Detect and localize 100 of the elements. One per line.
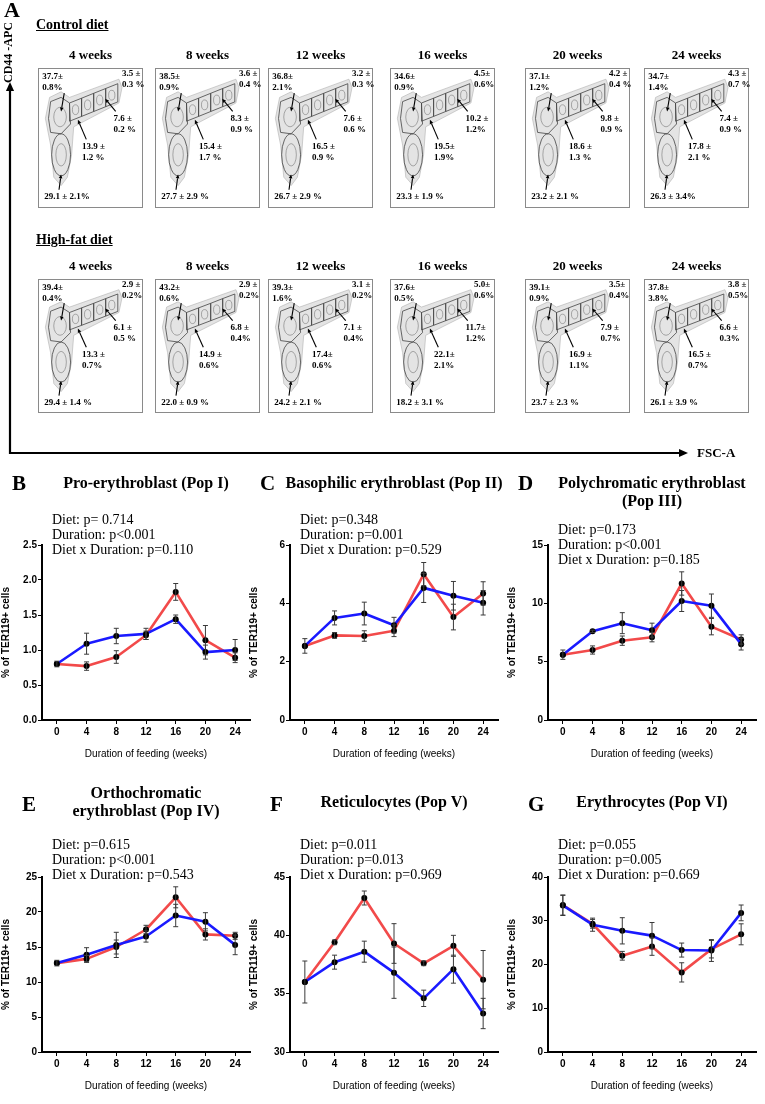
text: 20 weeks — [551, 47, 604, 62]
y-tick-label: 10 — [531, 1002, 544, 1013]
text: High-fat diet — [36, 231, 113, 249]
text: Duration: p=0.005 — [558, 852, 662, 867]
y-tick-label: 0 — [31, 1045, 38, 1057]
text: 24 weeks — [670, 47, 723, 62]
x-tick-label: 8 — [113, 725, 120, 737]
text: 26.1 ± 3.9 % — [650, 396, 698, 408]
text: Duration: p<0.001 — [52, 852, 156, 867]
x-axis-title: Duration of feeding (weeks) — [332, 1079, 456, 1091]
x-tick-label: 12 — [646, 1057, 658, 1069]
text: 37.6± 0.5% — [394, 281, 416, 304]
y-axis-title: % of TER119+ cells — [247, 586, 259, 678]
y-axis-title: % of TER119+ cells — [247, 918, 259, 1010]
text: FSC-A — [697, 445, 736, 460]
text: 22.1± 2.1% — [434, 348, 456, 371]
x-tick-label: 8 — [361, 725, 368, 737]
x-tick-label: 4 — [589, 1057, 596, 1069]
annotation: Diet x Duration: p=0.110 — [52, 542, 194, 557]
x-tick-label: 4 — [83, 1057, 90, 1069]
x-tick-label: 0 — [54, 1057, 61, 1069]
x-tick-label: 16 — [418, 1057, 430, 1069]
chart-title: Erythrocytes (Pop VI) — [576, 793, 728, 811]
chart-title: Pro-erythroblast (Pop I) — [63, 474, 229, 492]
text: 6.6 ± 0.3% — [719, 321, 741, 344]
text: Diet: p=0.615 — [52, 837, 130, 852]
text: 26.3 ± 3.4% — [650, 191, 696, 203]
text: 7.1 ± 0.4% — [343, 321, 365, 344]
text: 34.7± 1.4% — [648, 70, 670, 93]
y-tick-label: 0.0 — [23, 713, 38, 725]
y-tick-label: 0 — [279, 713, 286, 725]
y-tick-label: 1.0 — [23, 643, 38, 655]
y-tick-label: 20 — [25, 905, 38, 917]
y-tick-label: 0 — [537, 713, 544, 725]
annotation: Diet x Duration: p=0.529 — [300, 542, 442, 557]
x-tick-label: 12 — [140, 725, 152, 737]
text: 3.2 ± 0.3 % — [352, 68, 376, 90]
text: 3.5± 0.4% — [609, 279, 631, 301]
text: 4.2 ± 0.4 % — [609, 68, 633, 90]
y-tick-label: 1.5 — [23, 608, 38, 620]
x-tick-label: 16 — [170, 725, 182, 737]
x-tick-label: 8 — [113, 1057, 120, 1069]
y-axis-title: % of TER119+ cells — [0, 918, 11, 1010]
text: 7.4 ± 0.9 % — [719, 112, 744, 135]
text: 24.2 ± 2.1 % — [274, 396, 322, 408]
text: 4 weeks — [68, 258, 113, 273]
text: 9.8 ± 0.9 % — [600, 112, 625, 135]
x-tick-label: 8 — [619, 725, 626, 737]
text: CD44 -APC — [1, 22, 15, 83]
text: 39.4± 0.4% — [42, 281, 64, 304]
y-tick-label: 30 — [273, 1045, 286, 1057]
text: 39.1± 0.9% — [529, 281, 551, 304]
text: 23.3 ± 1.9 % — [396, 191, 444, 203]
text: 24 weeks — [670, 258, 723, 273]
chart-title: Polychromatic erythroblast (Pop III) — [557, 474, 747, 510]
x-tick-label: 12 — [646, 725, 658, 737]
chart-title: Basophilic erythroblast (Pop II) — [285, 474, 503, 492]
annotation: Diet x Duration: p=0.969 — [300, 867, 442, 882]
x-tick-label: 4 — [83, 725, 90, 737]
annotation: Duration: p<0.001 — [558, 537, 662, 552]
x-tick-label: 0 — [302, 725, 309, 737]
text: Duration: p=0.013 — [300, 852, 404, 867]
text: D — [518, 471, 534, 495]
text: Diet: p= 0.714 — [52, 512, 134, 527]
x-tick-label: 20 — [705, 1057, 718, 1069]
text: 16 weeks — [416, 47, 469, 62]
text: 38.5± 0.9% — [159, 70, 181, 93]
text: 2.9 ± 0.2% — [122, 279, 144, 301]
text: 17.8 ± 2.1 % — [688, 140, 713, 163]
text: Diet: p=0.348 — [300, 512, 378, 527]
text: 3.6 ± 0.4 % — [239, 68, 263, 90]
x-tick-label: 24 — [735, 1057, 748, 1069]
y-tick-label: 6 — [279, 538, 286, 550]
text: 34.6± 0.9% — [394, 70, 416, 93]
y-tick-label: 0.5 — [23, 678, 38, 690]
x-axis-title: Duration of feeding (weeks) — [590, 1079, 714, 1091]
x-tick-label: 24 — [229, 725, 242, 737]
text: 37.7± 0.8% — [42, 70, 64, 93]
y-tick-label: 35 — [273, 987, 286, 999]
text: E — [22, 792, 37, 816]
x-tick-label: 24 — [477, 725, 490, 737]
y-tick-label: 10 — [531, 597, 544, 609]
text: Diet: p=0.173 — [558, 522, 636, 537]
text: Diet: p=0.055 — [558, 837, 636, 852]
text: Duration: p=0.001 — [300, 527, 404, 542]
text: F — [270, 792, 283, 816]
x-tick-label: 0 — [560, 725, 567, 737]
text: 16.9 ± 1.1% — [569, 348, 594, 371]
x-tick-label: 24 — [477, 1057, 490, 1069]
x-tick-label: 8 — [619, 1057, 626, 1069]
y-tick-label: 45 — [273, 870, 286, 882]
text: 14.9 ± 0.6% — [199, 348, 224, 371]
x-axis-title: Duration of feeding (weeks) — [84, 747, 208, 759]
text: 8.3 ± 0.9 % — [230, 112, 255, 135]
text: 3.8 ± 0.5% — [728, 279, 750, 301]
text: 16.5 ± 0.7% — [688, 348, 713, 371]
text: 19.5± 1.9% — [434, 140, 456, 163]
text: A — [4, 0, 20, 23]
annotation: Diet x Duration: p=0.543 — [52, 867, 194, 882]
text: 13.9 ± 1.2 % — [82, 140, 107, 163]
